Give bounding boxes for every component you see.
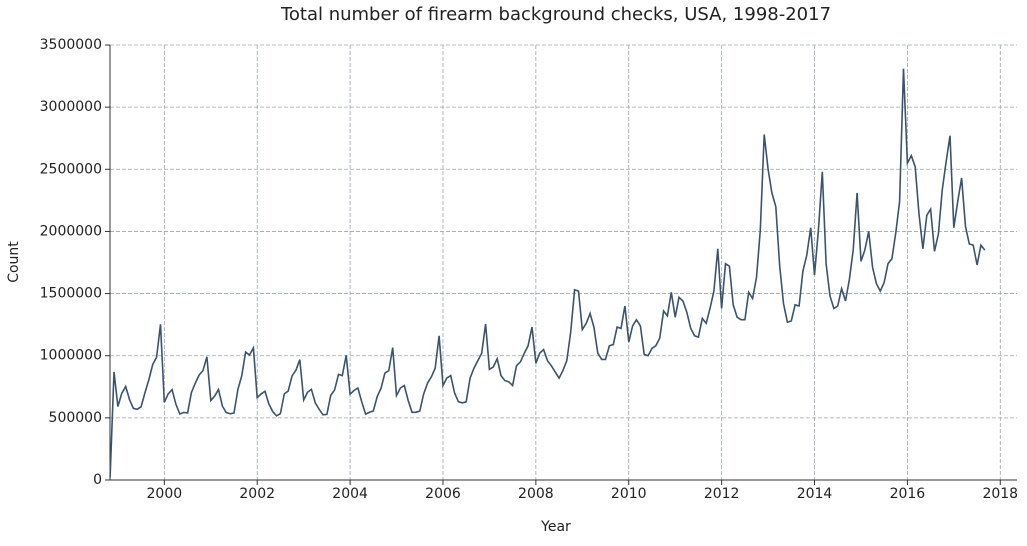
x-tick-label: 2016 <box>890 486 926 502</box>
y-axis-label: Count <box>6 241 22 283</box>
y-tick-label: 500000 <box>49 410 102 426</box>
x-tick-label: 2018 <box>982 486 1018 502</box>
chart-title: Total number of firearm background check… <box>280 4 831 25</box>
y-tick-label: 0 <box>93 472 102 488</box>
y-tick-label: 1000000 <box>40 348 102 364</box>
y-tick-label: 3000000 <box>40 99 102 115</box>
x-tick-label: 2008 <box>518 486 554 502</box>
y-tick-label: 2500000 <box>40 161 102 177</box>
x-tick-label: 2012 <box>704 486 740 502</box>
y-tick-label: 1500000 <box>40 286 102 302</box>
x-tick-label: 2014 <box>797 486 833 502</box>
data-line <box>109 68 986 478</box>
x-tick-label: 2000 <box>147 486 183 502</box>
y-tick-label: 2000000 <box>40 223 102 239</box>
x-tick-label: 2004 <box>332 486 368 502</box>
x-tick-label: 2006 <box>425 486 461 502</box>
y-tick-label: 3500000 <box>40 37 102 53</box>
x-tick-label: 2010 <box>611 486 647 502</box>
x-tick-label: 2002 <box>239 486 275 502</box>
x-axis-label: Year <box>540 519 571 535</box>
